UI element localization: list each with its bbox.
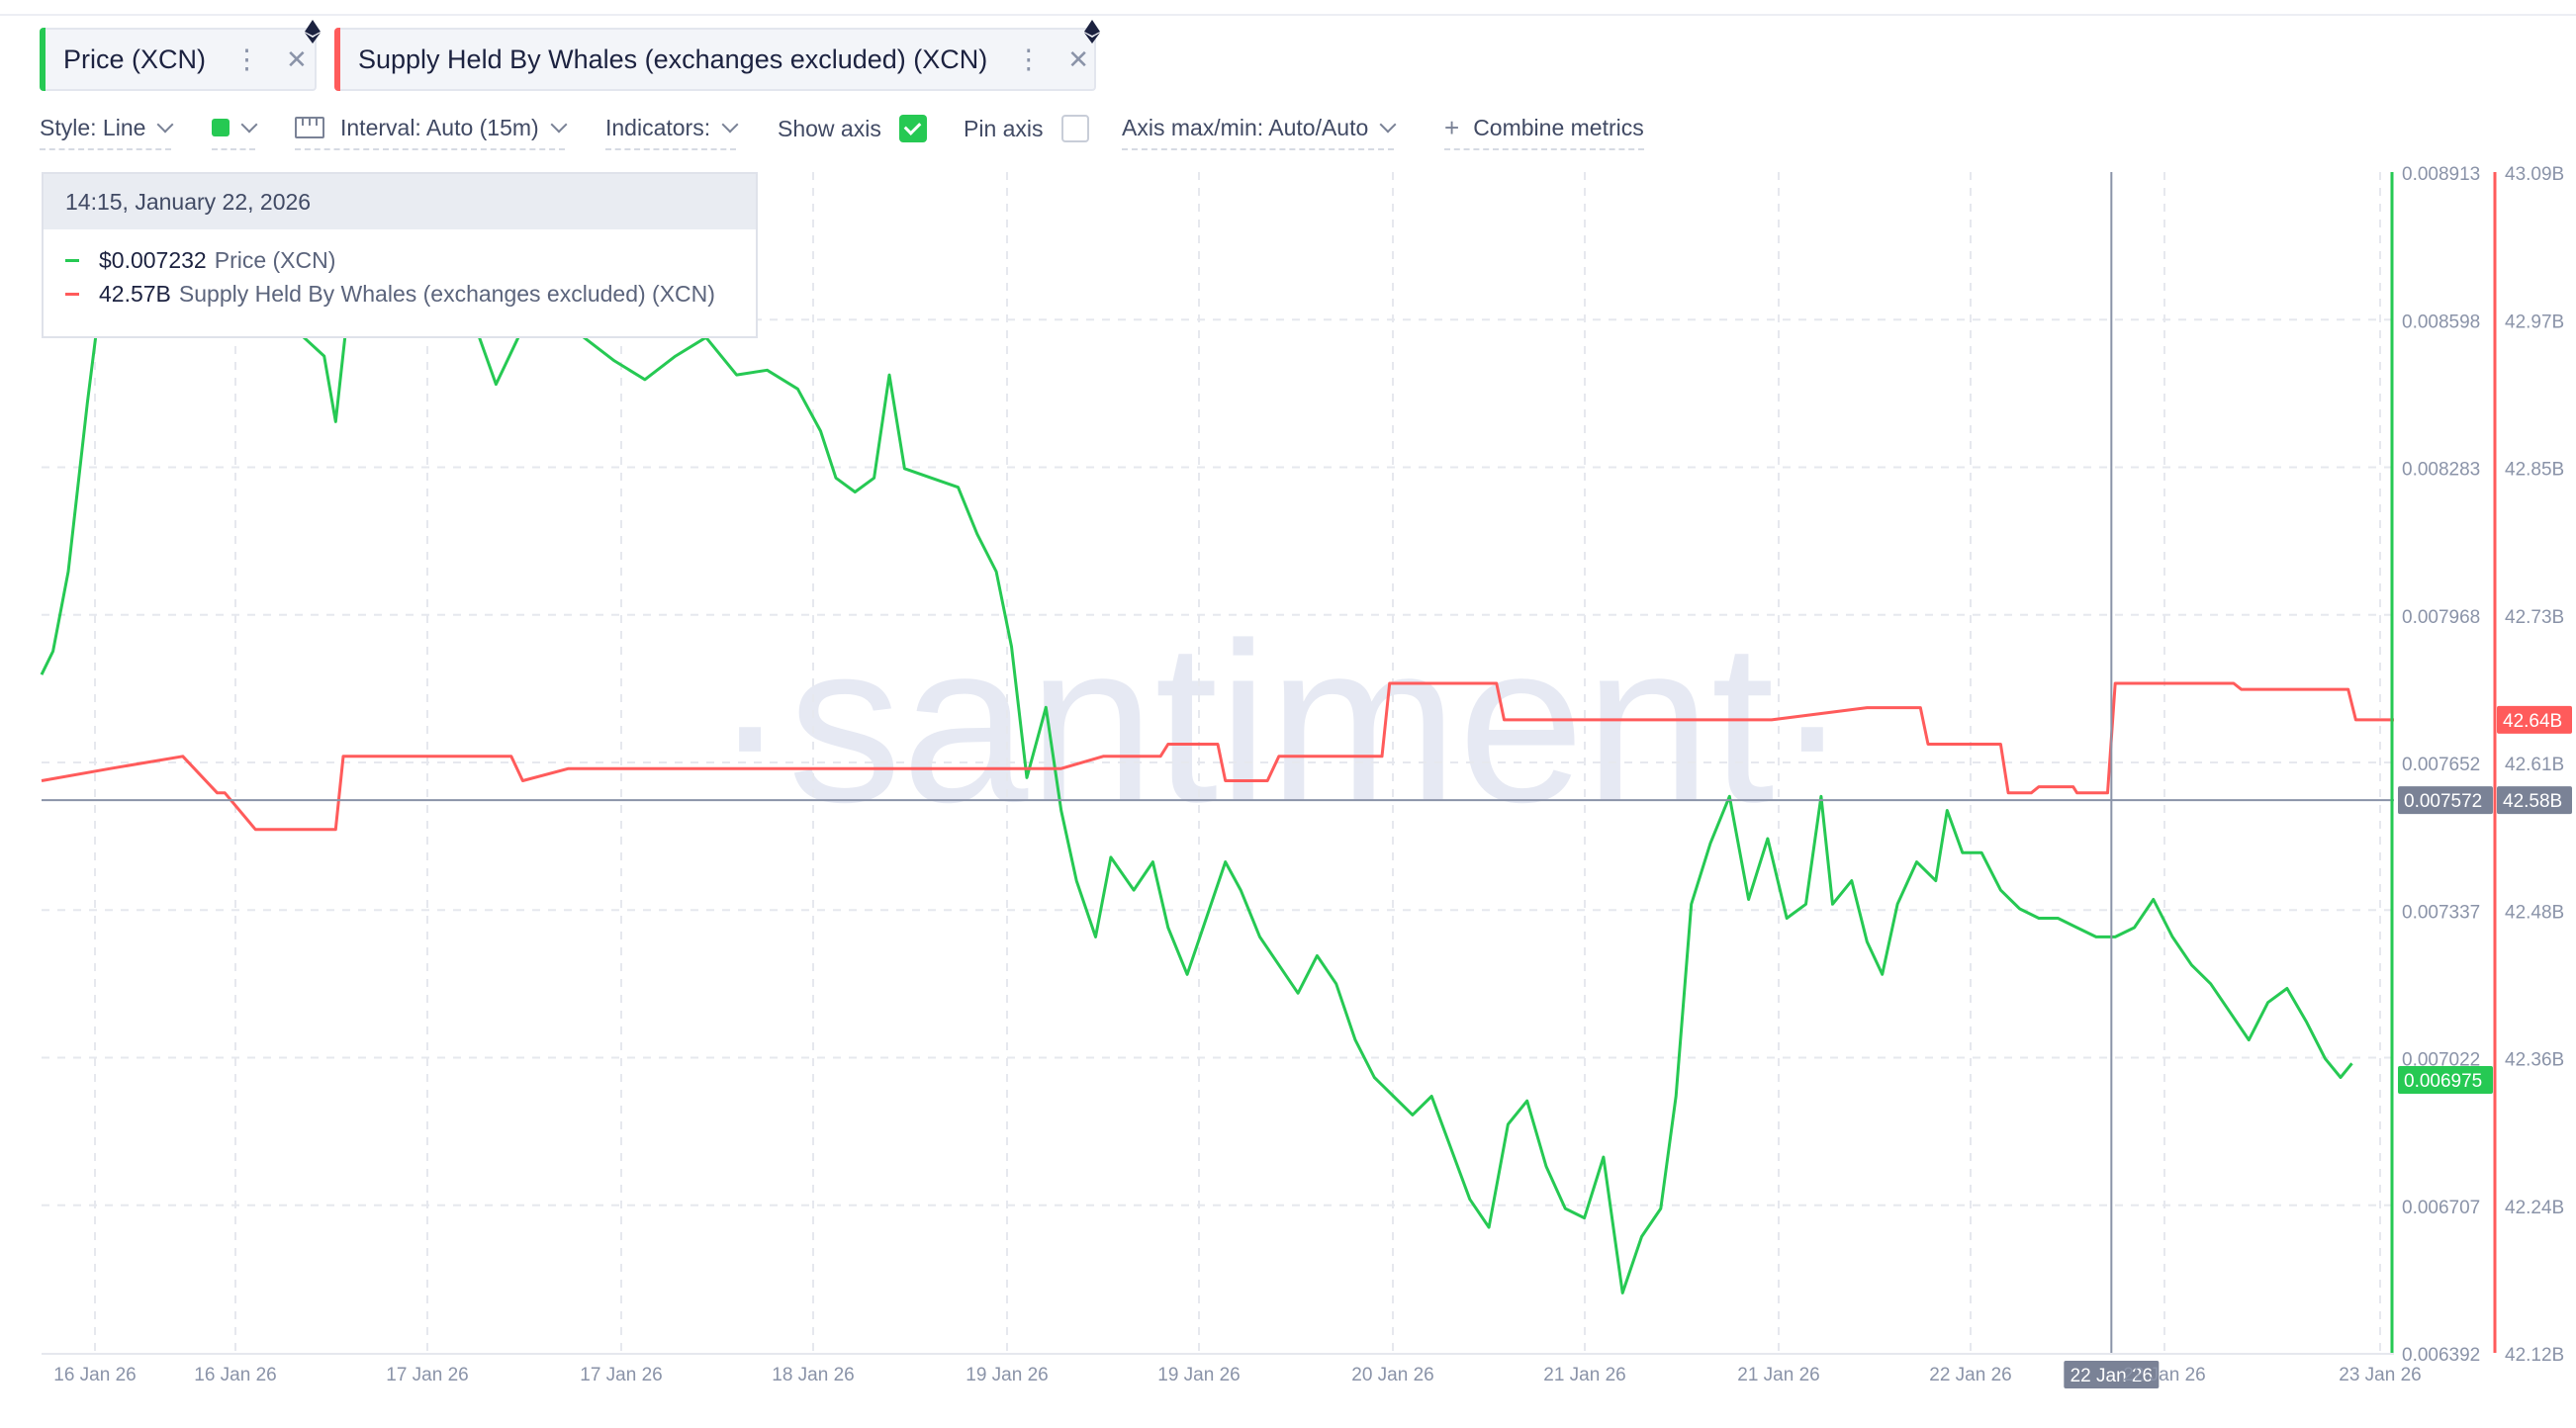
combine-metrics-label: Combine metrics	[1473, 114, 1644, 140]
whale-series-line	[41, 681, 2394, 832]
tooltip-price-value: $0.007232	[99, 247, 207, 273]
x-tick-label: 20 Jan 26	[1351, 1365, 1433, 1385]
axis-maxmin-label: Axis max/min: Auto/Auto	[1122, 114, 1369, 140]
chip-whales[interactable]: Supply Held By Whales (exchanges exclude…	[334, 20, 1100, 91]
x-tick-label: 17 Jan 26	[580, 1365, 662, 1385]
indicators-dropdown[interactable]: Indicators:	[605, 111, 739, 150]
watermark: ·santiment·	[712, 595, 1850, 849]
chip-price[interactable]: Price (XCN) ⋮ ✕	[40, 20, 321, 91]
show-axis-toggle[interactable]: Show axis	[778, 111, 927, 150]
tooltip-row-whales: 42.57B Supply Held By Whales (exchanges …	[65, 281, 715, 308]
more-vertical-icon[interactable]: ⋮	[233, 44, 261, 74]
x-tick-label: 23 Jan 26	[2339, 1365, 2421, 1385]
pin-axis-label: Pin axis	[964, 115, 1044, 141]
interval-dropdown[interactable]: Interval: Auto (15m)	[295, 111, 568, 150]
color-picker[interactable]	[212, 111, 258, 150]
price-tick-label: 0.006392	[2402, 1345, 2480, 1366]
x-tick-label: 16 Jan 26	[194, 1365, 276, 1385]
tooltip-whales-value: 42.57B	[99, 281, 171, 307]
plus-icon: +	[1444, 112, 1460, 142]
x-tick-label: 17 Jan 26	[386, 1365, 468, 1385]
grid	[42, 172, 2394, 1353]
x-tick-label: 18 Jan 26	[772, 1365, 854, 1385]
price-tick-label: 0.007022	[2402, 1050, 2480, 1071]
tooltip-row-price: $0.007232 Price (XCN)	[65, 247, 335, 274]
x-tick-label: 22 Jan 26	[1929, 1365, 2011, 1385]
more-vertical-icon[interactable]: ⋮	[1015, 44, 1043, 74]
tooltip-price-name: Price (XCN)	[214, 247, 336, 273]
crosshair-x-badge	[2064, 1361, 2160, 1388]
series-layer	[40, 232, 2394, 1294]
price-tick-label: 0.008913	[2402, 164, 2480, 185]
price-crosshair-label: 0.007572	[2404, 791, 2482, 812]
whale-crosshair-label: 42.58B	[2503, 791, 2562, 812]
chip-whales-label: Supply Held By Whales (exchanges exclude…	[358, 44, 988, 74]
tooltip: 14:15, January 22, 2026 $0.007232 Price …	[42, 172, 758, 338]
x-tick-label: 16 Jan 26	[53, 1365, 136, 1385]
price-tick-label: 0.008283	[2402, 460, 2480, 481]
price-tick-label: 0.008598	[2402, 312, 2480, 332]
whale-tick-label: 42.61B	[2505, 755, 2564, 775]
price-crosshair-badge	[2398, 786, 2493, 815]
x-tick-label: 22 Jan 26	[2123, 1365, 2205, 1385]
axis-maxmin-dropdown[interactable]: Axis max/min: Auto/Auto	[1122, 111, 1397, 150]
whale-tick-label: 42.12B	[2505, 1345, 2564, 1366]
chip-price-label: Price (XCN)	[63, 44, 207, 74]
whale-tick-label: 43.09B	[2505, 164, 2564, 185]
legend-dash	[65, 293, 79, 296]
show-axis-checkbox[interactable]	[898, 115, 927, 142]
whale-tick-label: 42.36B	[2505, 1050, 2564, 1071]
ethereum-icon	[1084, 20, 1100, 44]
tooltip-date: 14:15, January 22, 2026	[44, 174, 756, 229]
whale-tick-label: 42.97B	[2505, 312, 2564, 332]
interval-label: Interval: Auto (15m)	[340, 114, 539, 140]
price-current-label: 0.006975	[2404, 1071, 2482, 1092]
chip-whales-color-bar	[334, 28, 340, 91]
close-icon[interactable]: ✕	[1067, 44, 1090, 74]
whale-tick-label: 42.48B	[2505, 902, 2564, 923]
top-rule	[0, 14, 2576, 16]
show-axis-label: Show axis	[778, 115, 881, 141]
whale-current-badge	[2497, 705, 2572, 734]
style-dropdown[interactable]: Style: Line	[40, 111, 174, 150]
whale-tick-label: 42.85B	[2505, 460, 2564, 481]
close-icon[interactable]: ✕	[286, 44, 308, 74]
axes: 0.008913 43.09B 0.008598 42.97B 0.008283 42.8…	[42, 164, 2572, 1385]
price-series-line	[40, 232, 2353, 1294]
price-tick-label: 0.007337	[2402, 902, 2480, 923]
x-tick-label: 19 Jan 26	[966, 1365, 1048, 1385]
x-tick-label: 21 Jan 26	[1737, 1365, 1819, 1385]
price-current-badge	[2398, 1066, 2493, 1094]
whale-tick-label: 42.73B	[2505, 607, 2564, 628]
color-swatch	[212, 119, 230, 136]
tooltip-whales-name: Supply Held By Whales (exchanges exclude…	[178, 281, 715, 307]
crosshair-x-label: 22 Jan 26	[2070, 1366, 2153, 1386]
whale-crosshair-badge	[2497, 786, 2572, 815]
combine-metrics-button[interactable]: + Combine metrics	[1444, 111, 1644, 150]
whale-tick-label: 42.24B	[2505, 1198, 2564, 1218]
ethereum-icon	[305, 20, 321, 44]
chip-price-color-bar	[40, 28, 46, 91]
style-label: Style: Line	[40, 114, 146, 140]
price-tick-label: 0.007652	[2402, 755, 2480, 775]
price-tick-label: 0.006707	[2402, 1198, 2480, 1218]
pin-axis-toggle[interactable]: Pin axis	[964, 111, 1089, 150]
crosshair: 22 Jan 26	[42, 172, 2394, 1388]
price-tick-label: 0.007968	[2402, 607, 2480, 628]
x-tick-label: 19 Jan 26	[1157, 1365, 1240, 1385]
legend-dash	[65, 259, 79, 262]
whale-current-label: 42.64B	[2503, 711, 2562, 732]
calendar-icon	[295, 117, 324, 138]
x-tick-label: 21 Jan 26	[1543, 1365, 1625, 1385]
indicators-label: Indicators:	[605, 114, 711, 140]
pin-axis-checkbox[interactable]	[1060, 115, 1089, 142]
